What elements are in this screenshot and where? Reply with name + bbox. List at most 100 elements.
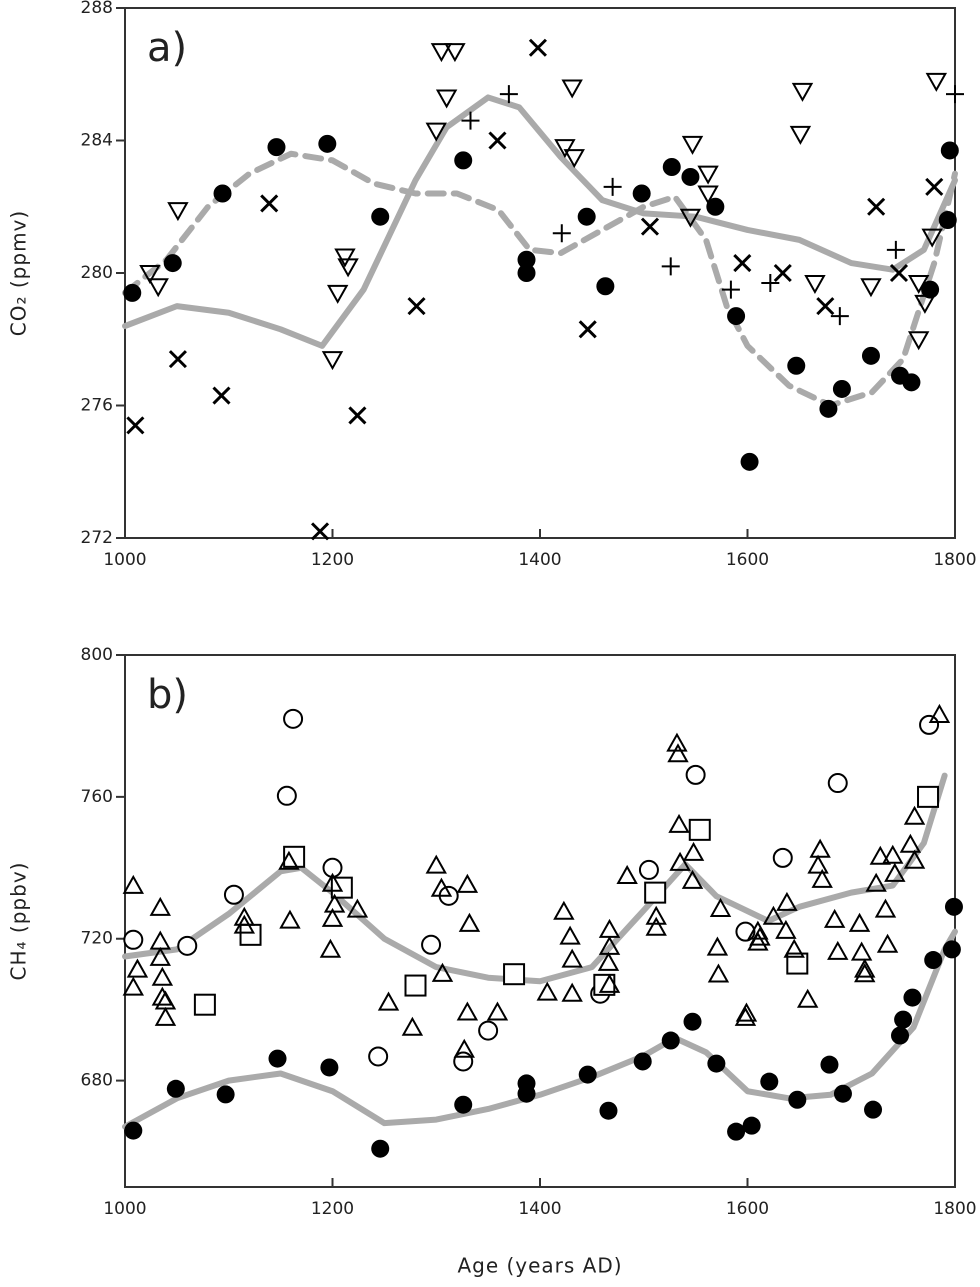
point [809, 838, 831, 858]
point [561, 982, 583, 1002]
point [632, 184, 651, 203]
point [944, 897, 963, 916]
y-tick-label: 680 [81, 1071, 113, 1091]
point [167, 202, 189, 222]
point [154, 1006, 177, 1026]
point [899, 833, 922, 853]
y-tick-label: 280 [81, 263, 113, 283]
point [742, 1116, 761, 1135]
point [869, 845, 892, 865]
point [807, 854, 829, 874]
point [679, 208, 702, 228]
point [891, 1026, 910, 1045]
point [561, 79, 583, 99]
point [123, 929, 144, 950]
point [789, 125, 812, 145]
point [122, 874, 145, 894]
point [528, 38, 547, 57]
point [688, 818, 711, 841]
point [786, 952, 809, 975]
point [876, 933, 899, 953]
point [681, 135, 704, 155]
point [666, 732, 688, 752]
point [552, 224, 571, 243]
point [216, 1085, 235, 1104]
point [924, 951, 943, 970]
point [371, 1139, 390, 1158]
point [223, 884, 244, 905]
point [772, 847, 793, 868]
point [903, 805, 926, 825]
point [921, 280, 940, 299]
point [854, 963, 876, 983]
point [149, 930, 171, 950]
point [925, 72, 948, 92]
point [735, 1002, 758, 1022]
point [903, 988, 922, 1007]
point [598, 973, 621, 993]
point [661, 1031, 680, 1050]
point [430, 877, 453, 897]
point [320, 1058, 339, 1077]
point [709, 897, 732, 917]
point [804, 274, 826, 294]
point [503, 963, 526, 986]
point [337, 258, 359, 278]
point [326, 284, 349, 304]
point [123, 283, 142, 302]
point [669, 851, 691, 871]
x-tick-label: 1400 [518, 550, 561, 570]
point [444, 43, 466, 63]
point [488, 131, 507, 150]
point [421, 934, 442, 955]
point [122, 976, 145, 996]
point [213, 184, 232, 203]
point [791, 82, 814, 102]
point [864, 1100, 883, 1119]
point [907, 274, 930, 294]
point [796, 988, 819, 1008]
point [454, 1095, 473, 1114]
point [368, 1046, 389, 1067]
point [458, 912, 481, 932]
point [902, 373, 921, 392]
point [733, 254, 752, 273]
point [827, 773, 848, 794]
point [854, 958, 876, 978]
point [882, 844, 904, 864]
point [371, 207, 390, 226]
point [401, 1016, 424, 1036]
plot-area [122, 38, 964, 541]
point [377, 991, 400, 1011]
point [310, 522, 330, 541]
point [577, 207, 596, 226]
y-tick-label: 284 [81, 131, 113, 151]
plot-frame [124, 7, 956, 539]
smooth-curve [122, 94, 958, 349]
point [233, 906, 256, 926]
point [260, 194, 279, 213]
point [633, 1052, 652, 1071]
point [921, 228, 943, 248]
point [919, 714, 940, 735]
point [561, 948, 583, 968]
point [645, 905, 667, 925]
point [126, 416, 145, 435]
point [697, 185, 719, 205]
point [788, 1090, 807, 1109]
point [276, 785, 297, 806]
point [644, 881, 667, 904]
point [706, 197, 725, 216]
point [734, 1006, 757, 1026]
point [193, 993, 216, 1016]
point [907, 331, 930, 351]
point [431, 962, 454, 982]
point [662, 158, 681, 176]
point [279, 909, 301, 929]
point [727, 1122, 746, 1141]
point [850, 941, 873, 961]
point [848, 912, 871, 932]
point [884, 862, 906, 882]
point [321, 907, 344, 927]
plot-frame [124, 654, 956, 1188]
